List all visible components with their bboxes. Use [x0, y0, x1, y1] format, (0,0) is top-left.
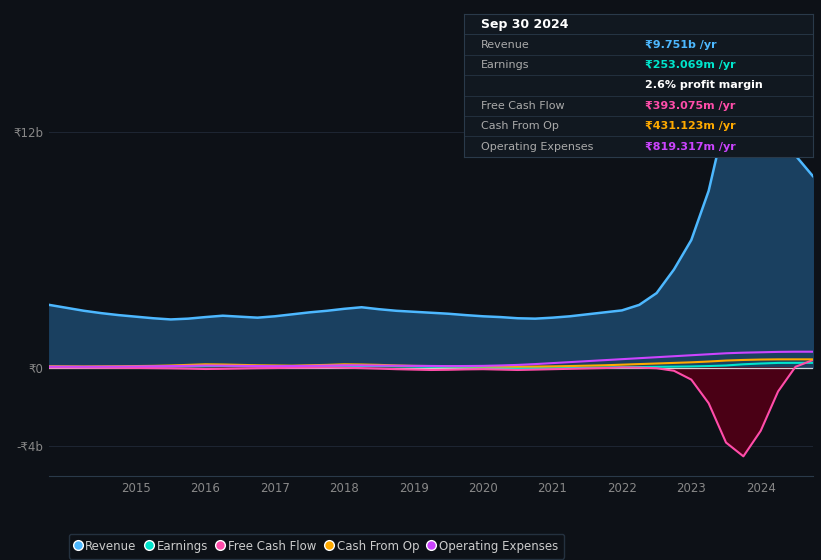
- Text: ₹9.751b /yr: ₹9.751b /yr: [645, 40, 717, 50]
- Text: ₹253.069m /yr: ₹253.069m /yr: [645, 60, 736, 70]
- Text: 2.6% profit margin: 2.6% profit margin: [645, 81, 763, 90]
- Text: ₹431.123m /yr: ₹431.123m /yr: [645, 121, 736, 131]
- Text: Free Cash Flow: Free Cash Flow: [481, 101, 565, 111]
- Legend: Revenue, Earnings, Free Cash Flow, Cash From Op, Operating Expenses: Revenue, Earnings, Free Cash Flow, Cash …: [69, 534, 564, 559]
- Text: Operating Expenses: Operating Expenses: [481, 142, 594, 152]
- Text: Revenue: Revenue: [481, 40, 530, 50]
- Text: ₹819.317m /yr: ₹819.317m /yr: [645, 142, 736, 152]
- Text: Cash From Op: Cash From Op: [481, 121, 559, 131]
- Text: ₹393.075m /yr: ₹393.075m /yr: [645, 101, 736, 111]
- Text: Sep 30 2024: Sep 30 2024: [481, 18, 569, 31]
- Text: Earnings: Earnings: [481, 60, 530, 70]
